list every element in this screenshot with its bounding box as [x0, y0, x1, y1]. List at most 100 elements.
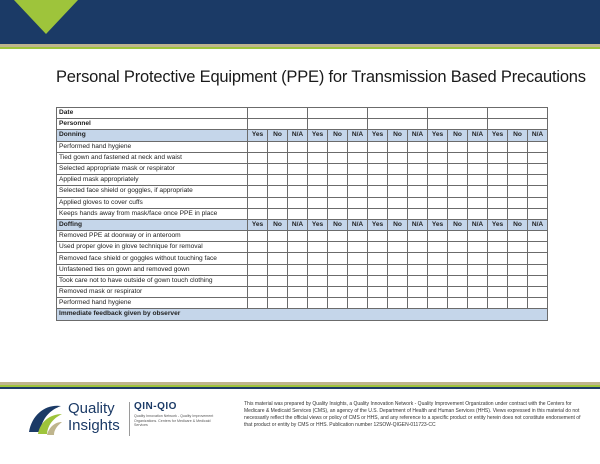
checkbox-cell[interactable] [247, 185, 268, 198]
checkbox-cell[interactable] [527, 297, 548, 310]
checkbox-cell[interactable] [287, 274, 308, 288]
personnel-row-entry[interactable] [307, 118, 368, 131]
checkbox-cell[interactable] [387, 185, 408, 198]
checkbox-cell[interactable] [247, 207, 268, 220]
checkbox-cell[interactable] [487, 241, 508, 254]
date-row-entry[interactable] [367, 106, 428, 120]
checkbox-cell[interactable] [407, 140, 428, 153]
checkbox-cell[interactable] [307, 151, 328, 164]
checkbox-cell[interactable] [307, 207, 328, 220]
checkbox-cell[interactable] [307, 230, 328, 243]
checkbox-cell[interactable] [487, 230, 508, 243]
checkbox-cell[interactable] [267, 230, 288, 243]
checkbox-cell[interactable] [247, 241, 268, 254]
checkbox-cell[interactable] [307, 196, 328, 209]
checkbox-cell[interactable] [447, 207, 468, 220]
checkbox-cell[interactable] [287, 230, 308, 243]
personnel-row-entry[interactable] [427, 118, 488, 131]
checkbox-cell[interactable] [387, 162, 408, 176]
checkbox-cell[interactable] [467, 162, 488, 176]
checkbox-cell[interactable] [327, 274, 348, 288]
checkbox-cell[interactable] [407, 185, 428, 198]
checkbox-cell[interactable] [307, 297, 328, 310]
checkbox-cell[interactable] [347, 263, 368, 276]
checkbox-cell[interactable] [507, 196, 528, 209]
checkbox-cell[interactable] [367, 263, 388, 276]
checkbox-cell[interactable] [387, 297, 408, 310]
checkbox-cell[interactable] [347, 162, 368, 176]
checkbox-cell[interactable] [287, 151, 308, 164]
checkbox-cell[interactable] [427, 174, 448, 187]
checkbox-cell[interactable] [447, 241, 468, 254]
checkbox-cell[interactable] [347, 140, 368, 153]
checkbox-cell[interactable] [427, 162, 448, 176]
checkbox-cell[interactable] [447, 274, 468, 288]
checkbox-cell[interactable] [447, 285, 468, 299]
checkbox-cell[interactable] [507, 185, 528, 198]
checkbox-cell[interactable] [467, 252, 488, 265]
checkbox-cell[interactable] [347, 241, 368, 254]
checkbox-cell[interactable] [407, 207, 428, 220]
checkbox-cell[interactable] [287, 174, 308, 187]
checkbox-cell[interactable] [427, 297, 448, 310]
checkbox-cell[interactable] [507, 207, 528, 220]
checkbox-cell[interactable] [287, 263, 308, 276]
checkbox-cell[interactable] [467, 185, 488, 198]
checkbox-cell[interactable] [387, 207, 408, 220]
checkbox-cell[interactable] [527, 263, 548, 276]
checkbox-cell[interactable] [447, 174, 468, 187]
checkbox-cell[interactable] [327, 174, 348, 187]
checkbox-cell[interactable] [287, 252, 308, 265]
checkbox-cell[interactable] [427, 207, 448, 220]
checkbox-cell[interactable] [467, 230, 488, 243]
checkbox-cell[interactable] [427, 140, 448, 153]
checkbox-cell[interactable] [267, 185, 288, 198]
checkbox-cell[interactable] [527, 140, 548, 153]
checkbox-cell[interactable] [487, 207, 508, 220]
checkbox-cell[interactable] [327, 285, 348, 299]
checkbox-cell[interactable] [467, 196, 488, 209]
checkbox-cell[interactable] [347, 151, 368, 164]
checkbox-cell[interactable] [507, 162, 528, 176]
checkbox-cell[interactable] [267, 274, 288, 288]
checkbox-cell[interactable] [287, 207, 308, 220]
checkbox-cell[interactable] [267, 151, 288, 164]
checkbox-cell[interactable] [367, 297, 388, 310]
checkbox-cell[interactable] [527, 241, 548, 254]
checkbox-cell[interactable] [267, 285, 288, 299]
checkbox-cell[interactable] [267, 241, 288, 254]
checkbox-cell[interactable] [367, 140, 388, 153]
checkbox-cell[interactable] [467, 151, 488, 164]
checkbox-cell[interactable] [327, 207, 348, 220]
checkbox-cell[interactable] [367, 230, 388, 243]
date-row-entry[interactable] [247, 106, 308, 120]
checkbox-cell[interactable] [447, 162, 468, 176]
checkbox-cell[interactable] [247, 196, 268, 209]
checkbox-cell[interactable] [527, 196, 548, 209]
checkbox-cell[interactable] [407, 297, 428, 310]
checkbox-cell[interactable] [247, 274, 268, 288]
checkbox-cell[interactable] [487, 174, 508, 187]
checkbox-cell[interactable] [527, 162, 548, 176]
checkbox-cell[interactable] [467, 263, 488, 276]
checkbox-cell[interactable] [467, 241, 488, 254]
checkbox-cell[interactable] [427, 263, 448, 276]
checkbox-cell[interactable] [327, 140, 348, 153]
checkbox-cell[interactable] [507, 140, 528, 153]
personnel-row-entry[interactable] [487, 118, 548, 131]
checkbox-cell[interactable] [427, 230, 448, 243]
checkbox-cell[interactable] [447, 230, 468, 243]
checkbox-cell[interactable] [527, 151, 548, 164]
checkbox-cell[interactable] [247, 263, 268, 276]
checkbox-cell[interactable] [387, 140, 408, 153]
checkbox-cell[interactable] [247, 297, 268, 310]
date-row-entry[interactable] [427, 106, 488, 120]
checkbox-cell[interactable] [427, 241, 448, 254]
checkbox-cell[interactable] [387, 174, 408, 187]
checkbox-cell[interactable] [367, 185, 388, 198]
checkbox-cell[interactable] [487, 285, 508, 299]
checkbox-cell[interactable] [347, 196, 368, 209]
checkbox-cell[interactable] [507, 241, 528, 254]
checkbox-cell[interactable] [247, 285, 268, 299]
checkbox-cell[interactable] [287, 241, 308, 254]
